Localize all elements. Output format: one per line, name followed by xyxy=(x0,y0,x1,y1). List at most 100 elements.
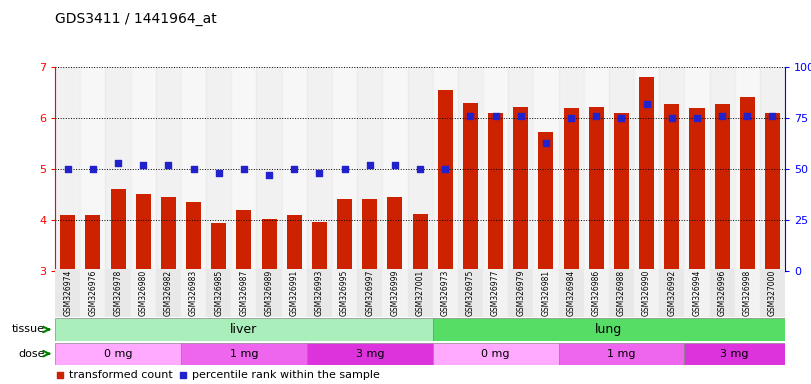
Bar xyxy=(337,200,352,271)
Text: GSM326983: GSM326983 xyxy=(189,270,198,316)
Bar xyxy=(584,269,609,317)
Point xyxy=(338,166,351,172)
Bar xyxy=(564,108,579,271)
Text: GSM326997: GSM326997 xyxy=(365,270,374,316)
Bar xyxy=(433,343,559,365)
Bar xyxy=(156,269,181,317)
Text: GSM326992: GSM326992 xyxy=(667,270,676,316)
Bar xyxy=(689,108,705,271)
Point xyxy=(539,139,552,146)
Bar xyxy=(483,269,508,317)
Bar xyxy=(135,194,151,271)
Bar xyxy=(488,113,503,271)
Bar xyxy=(307,67,332,271)
Point xyxy=(690,115,703,121)
Bar xyxy=(206,269,231,317)
Bar xyxy=(714,104,730,271)
Bar xyxy=(584,67,609,271)
Point xyxy=(388,162,401,168)
Text: dose: dose xyxy=(19,349,45,359)
Point xyxy=(263,172,276,178)
Text: GSM326974: GSM326974 xyxy=(63,270,72,316)
Text: GDS3411 / 1441964_at: GDS3411 / 1441964_at xyxy=(55,12,217,25)
Point xyxy=(350,294,363,300)
Bar xyxy=(357,67,382,271)
Bar xyxy=(413,214,427,271)
Bar xyxy=(357,269,382,317)
Text: GSM326993: GSM326993 xyxy=(315,270,324,316)
Bar xyxy=(161,197,176,271)
Text: GSM326973: GSM326973 xyxy=(440,270,450,316)
Point xyxy=(665,115,678,121)
Bar xyxy=(85,215,101,271)
Point xyxy=(313,170,326,176)
Point xyxy=(212,170,225,176)
Bar xyxy=(589,107,604,271)
Bar xyxy=(231,67,256,271)
Point xyxy=(514,113,527,119)
Text: liver: liver xyxy=(230,323,258,336)
Bar xyxy=(438,90,453,271)
Point xyxy=(715,113,728,119)
Bar xyxy=(186,202,201,271)
Point xyxy=(363,162,376,168)
Bar xyxy=(458,269,483,317)
Bar xyxy=(261,219,277,271)
Bar xyxy=(684,67,710,271)
Bar xyxy=(363,200,377,271)
Text: transformed count: transformed count xyxy=(70,370,174,381)
Text: GSM326996: GSM326996 xyxy=(718,270,727,316)
Point xyxy=(288,166,301,172)
Bar xyxy=(659,67,684,271)
Bar xyxy=(105,269,131,317)
Text: GSM326976: GSM326976 xyxy=(88,270,97,316)
Bar xyxy=(614,113,629,271)
Bar xyxy=(559,67,584,271)
Bar xyxy=(710,269,735,317)
Bar xyxy=(740,97,755,271)
Text: 1 mg: 1 mg xyxy=(230,349,258,359)
Bar xyxy=(80,269,105,317)
Text: GSM326981: GSM326981 xyxy=(542,270,551,316)
Bar xyxy=(463,103,478,271)
Bar xyxy=(559,343,684,365)
Bar xyxy=(664,104,680,271)
Point xyxy=(640,101,653,107)
Text: GSM326979: GSM326979 xyxy=(517,270,526,316)
Bar xyxy=(55,67,80,271)
Bar xyxy=(55,343,181,365)
Bar xyxy=(181,67,206,271)
Text: 3 mg: 3 mg xyxy=(355,349,384,359)
Bar xyxy=(332,269,357,317)
Bar xyxy=(80,67,105,271)
Text: GSM326977: GSM326977 xyxy=(491,270,500,316)
Bar xyxy=(458,67,483,271)
Bar xyxy=(760,269,785,317)
Bar xyxy=(231,269,256,317)
Point xyxy=(414,166,427,172)
Bar xyxy=(131,269,156,317)
Point xyxy=(187,166,200,172)
Bar xyxy=(639,78,654,271)
Bar xyxy=(388,197,402,271)
Bar xyxy=(534,269,559,317)
Bar xyxy=(433,67,458,271)
Bar xyxy=(483,67,508,271)
Text: GSM326980: GSM326980 xyxy=(139,270,148,316)
Bar xyxy=(508,67,534,271)
Point xyxy=(87,166,100,172)
Text: 0 mg: 0 mg xyxy=(104,349,132,359)
Point xyxy=(137,162,150,168)
Bar xyxy=(287,215,302,271)
Bar xyxy=(513,107,528,271)
Point xyxy=(464,113,477,119)
Point xyxy=(590,113,603,119)
Bar xyxy=(181,343,307,365)
Bar xyxy=(534,67,559,271)
Bar xyxy=(382,269,407,317)
Text: GSM326990: GSM326990 xyxy=(642,270,651,316)
Bar xyxy=(281,67,307,271)
Bar xyxy=(236,210,251,271)
Bar xyxy=(382,67,407,271)
Text: tissue: tissue xyxy=(12,324,45,334)
